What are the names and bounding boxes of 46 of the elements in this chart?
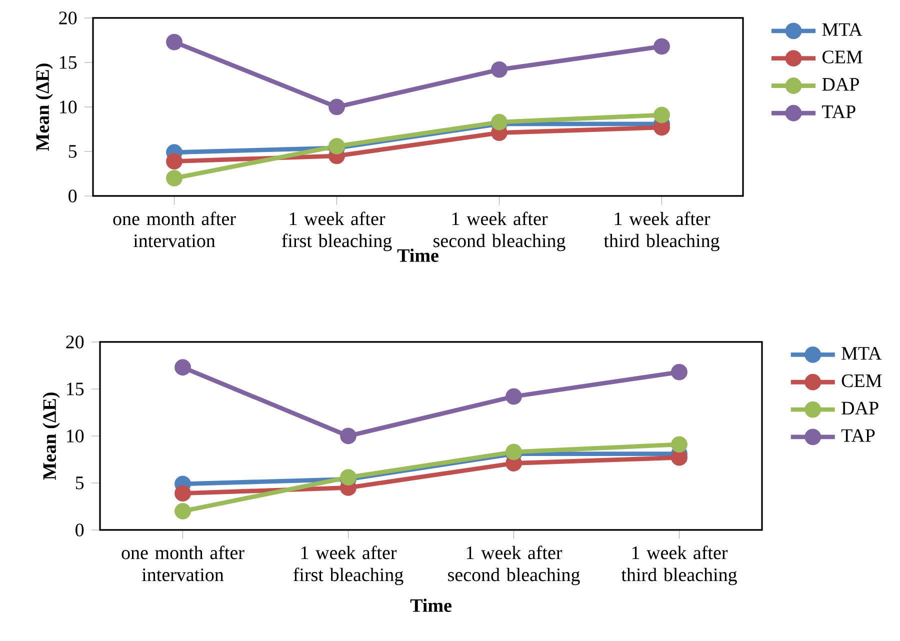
point: [166, 170, 182, 186]
y-axis-title: Mean (ΔE): [36, 64, 53, 151]
x-tick-label: 1 week after second bleaching: [434, 212, 566, 252]
legend-label: DAP: [842, 402, 878, 414]
point: [671, 364, 688, 380]
legend-label: TAP: [841, 429, 875, 442]
x-axis-title: Time: [410, 598, 452, 612]
x-tick-label: 1 week after third bleaching: [604, 212, 720, 252]
x-axis-title: Time: [397, 248, 438, 262]
legend-label: DAP: [822, 78, 859, 91]
y-tick-label: 5: [68, 145, 77, 158]
y-tick-label: 0: [76, 524, 84, 536]
point: [671, 436, 688, 453]
legend-label: CEM: [822, 50, 862, 64]
y-tick-label: 20: [66, 336, 84, 348]
point: [671, 449, 688, 466]
legend-label: MTA: [822, 23, 862, 36]
y-tick-label: 10: [67, 430, 84, 442]
legend-label: TAP: [822, 105, 856, 118]
point: [654, 119, 670, 136]
point: [328, 98, 345, 116]
x-tick-label: 1 week after third bleaching: [621, 546, 737, 586]
y-tick-label: 5: [76, 476, 84, 490]
point: [491, 61, 508, 78]
legend-label: MTA: [842, 347, 882, 360]
point: [166, 153, 182, 170]
x-tick-label: 1 week after second bleaching: [448, 546, 580, 586]
point: [506, 388, 522, 405]
y-tick-label: 0: [68, 190, 77, 202]
y-tick-label: 10: [60, 100, 77, 114]
x-tick-label: 1 week after first bleaching: [282, 212, 392, 252]
point: [174, 502, 191, 520]
legend-label: CEM: [842, 374, 882, 388]
y-tick-label: 20: [59, 12, 77, 24]
x-tick-label: one month after intervation: [113, 212, 236, 248]
point: [654, 38, 670, 55]
y-axis-title: Mean (ΔE): [42, 392, 60, 480]
point: [174, 359, 191, 376]
point: [340, 428, 356, 444]
point: [654, 106, 670, 124]
point: [166, 34, 182, 50]
y-tick-label: 15: [67, 382, 84, 396]
x-tick-label: one month after intervation: [122, 546, 244, 582]
y-tick-label: 15: [60, 56, 77, 69]
x-tick-label: 1 week after first bleaching: [293, 546, 404, 586]
point: [174, 485, 191, 502]
